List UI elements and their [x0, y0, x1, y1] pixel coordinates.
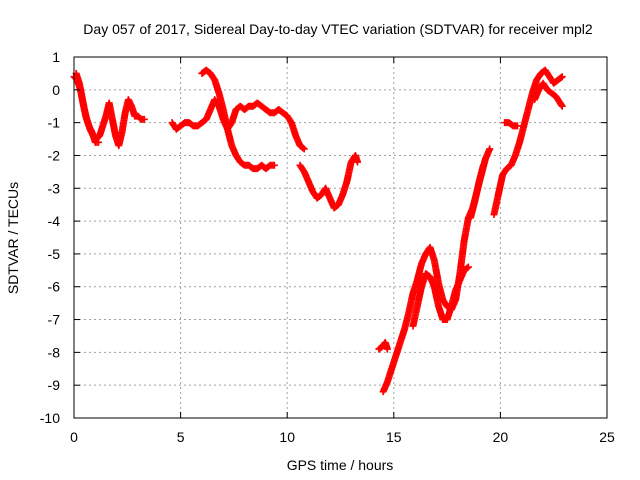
y-tick-label: -9 [48, 377, 61, 393]
data-point [486, 145, 494, 153]
y-tick-label: -3 [48, 180, 61, 196]
y-tick-label: -6 [48, 279, 61, 295]
y-tick-label: 1 [52, 49, 60, 65]
data-point [479, 161, 487, 169]
y-tick-label: -5 [48, 246, 61, 262]
data-point [513, 122, 521, 130]
x-tick-label: 0 [70, 429, 78, 445]
y-tick-label: -4 [48, 213, 61, 229]
y-tick-label: -10 [40, 410, 60, 426]
data-point [463, 264, 471, 272]
y-tick-label: 0 [52, 82, 60, 98]
x-tick-label: 15 [386, 429, 402, 445]
data-point [557, 74, 565, 82]
x-axis-label: GPS time / hours [287, 457, 394, 473]
data-point [299, 144, 307, 152]
data-point [95, 138, 103, 146]
data-point [383, 345, 391, 353]
data-points [70, 66, 566, 396]
x-tick-label: 5 [177, 429, 185, 445]
data-point [558, 102, 566, 110]
y-tick-label: -7 [48, 312, 61, 328]
x-tick-label: 20 [493, 429, 509, 445]
plot-frame [73, 56, 608, 419]
x-tick-label: 25 [599, 429, 615, 445]
grid-lines [74, 57, 607, 418]
data-point [270, 161, 278, 169]
y-axis-label: SDTVAR / TECUs [5, 182, 21, 294]
chart-title: Day 057 of 2017, Sidereal Day-to-day VTE… [83, 21, 593, 37]
data-point [300, 145, 308, 153]
x-tick-label: 10 [279, 429, 295, 445]
data-point [140, 115, 148, 123]
y-tick-label: -1 [48, 115, 61, 131]
data-point [558, 73, 566, 81]
y-tick-label: -2 [48, 147, 61, 163]
data-point [354, 158, 362, 166]
y-tick-label: -8 [48, 344, 61, 360]
data-point [464, 263, 472, 271]
